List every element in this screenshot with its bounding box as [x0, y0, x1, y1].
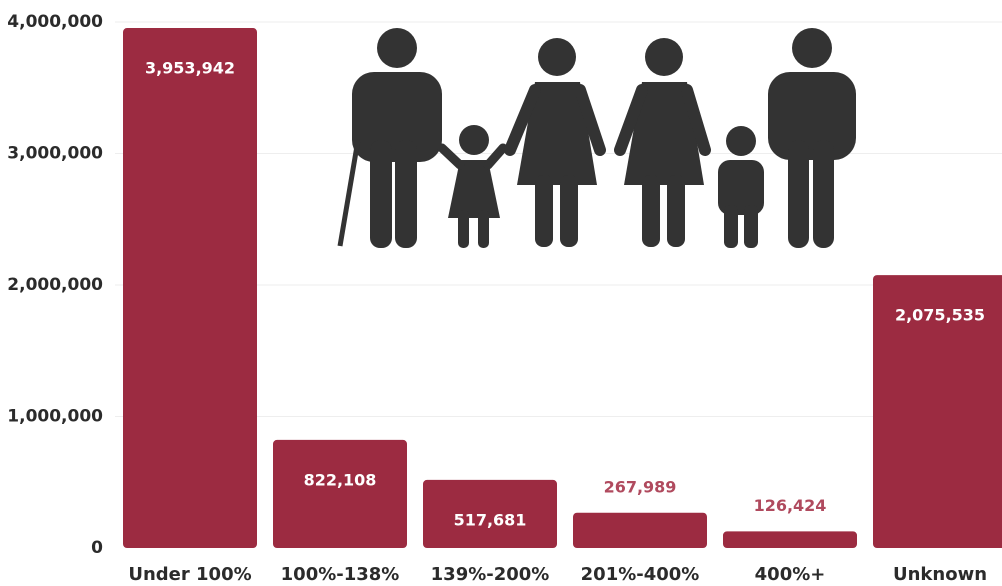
value-label: 517,681: [454, 510, 527, 529]
value-label: 2,075,535: [895, 306, 985, 325]
bar: [723, 531, 857, 548]
bar: [273, 439, 407, 548]
value-label: 126,424: [754, 496, 827, 515]
value-label: 267,989: [604, 477, 677, 496]
y-tick-label: 2,000,000: [7, 275, 103, 295]
y-tick-label: 4,000,000: [7, 12, 103, 32]
x-tick-label: 139%-200%: [431, 564, 550, 585]
x-tick-label: 400%+: [755, 564, 826, 585]
bar: [123, 28, 257, 548]
x-tick-label: Unknown: [893, 564, 987, 585]
y-tick-label: 0: [91, 538, 103, 558]
x-tick-label: 100%-138%: [281, 564, 400, 585]
family-icon: [337, 28, 856, 248]
value-label: 822,108: [304, 470, 377, 489]
x-tick-label: 201%-400%: [581, 564, 700, 585]
y-tick-label: 1,000,000: [7, 407, 103, 427]
bar: [423, 479, 557, 548]
plot: 0 1,000,000 2,000,000 3,000,000 4,000,000 3,9…: [7, 12, 1002, 585]
bar: [873, 275, 1002, 548]
x-tick-label: Under 100%: [128, 564, 251, 585]
y-tick-label: 3,000,000: [7, 144, 103, 164]
bar: [573, 512, 707, 548]
value-label: 3,953,942: [145, 59, 235, 78]
